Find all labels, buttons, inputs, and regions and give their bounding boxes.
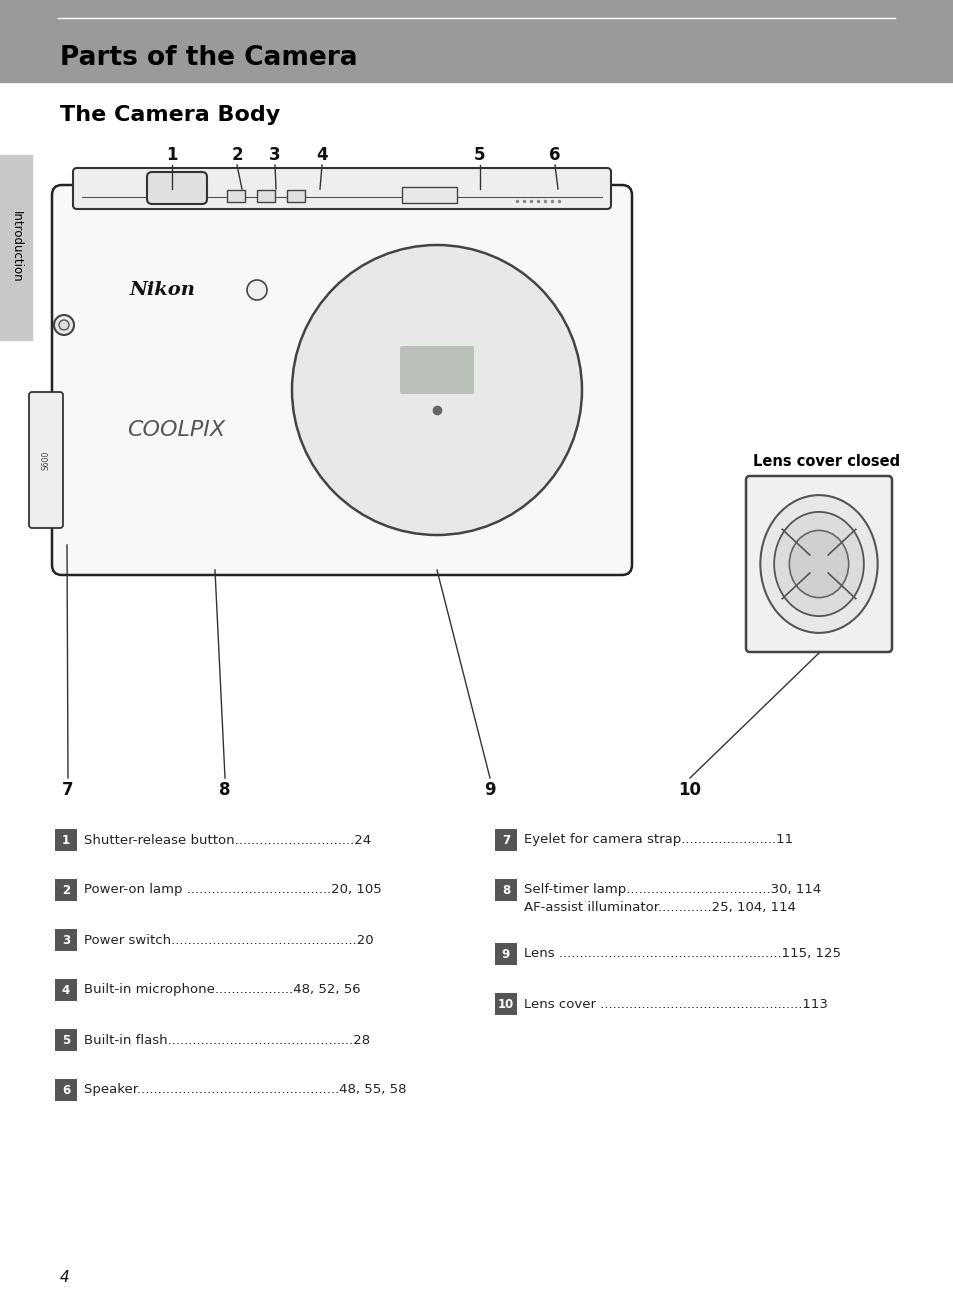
Circle shape xyxy=(292,244,581,535)
Text: Self-timer lamp...................................30, 114: Self-timer lamp.........................… xyxy=(523,883,821,896)
Text: Speaker.................................................48, 55, 58: Speaker.................................… xyxy=(84,1084,406,1096)
Bar xyxy=(55,1079,77,1101)
Bar xyxy=(227,191,245,202)
Text: 6: 6 xyxy=(549,146,560,164)
FancyBboxPatch shape xyxy=(29,392,63,528)
Text: 6: 6 xyxy=(62,1084,71,1096)
Text: 3: 3 xyxy=(269,146,280,164)
Text: 9: 9 xyxy=(501,947,510,961)
Bar xyxy=(495,829,517,851)
FancyBboxPatch shape xyxy=(391,336,482,443)
Bar xyxy=(256,191,274,202)
Circle shape xyxy=(247,280,267,300)
Text: Built-in flash.............................................28: Built-in flash..........................… xyxy=(84,1034,370,1046)
FancyBboxPatch shape xyxy=(399,346,474,394)
Bar xyxy=(55,929,77,951)
Text: 2: 2 xyxy=(62,883,70,896)
Text: Power-on lamp ...................................20, 105: Power-on lamp ..........................… xyxy=(84,883,381,896)
Text: Shutter-release button.............................24: Shutter-release button..................… xyxy=(84,833,371,846)
FancyBboxPatch shape xyxy=(73,168,610,209)
Text: Eyelet for camera strap.......................11: Eyelet for camera strap.................… xyxy=(523,833,792,846)
Circle shape xyxy=(54,315,74,335)
Bar xyxy=(55,979,77,1001)
Text: 4: 4 xyxy=(315,146,328,164)
Text: 2: 2 xyxy=(231,146,243,164)
Text: 7: 7 xyxy=(501,833,510,846)
Text: Power switch.............................................20: Power switch............................… xyxy=(84,933,374,946)
Circle shape xyxy=(369,322,504,459)
Text: 5: 5 xyxy=(474,146,485,164)
Text: 1: 1 xyxy=(62,833,70,846)
Bar xyxy=(0,0,953,81)
Text: Lens cover .................................................113: Lens cover .............................… xyxy=(523,997,827,1010)
Circle shape xyxy=(347,300,526,480)
Text: 4: 4 xyxy=(62,983,71,996)
Text: Lens ......................................................115, 125: Lens ...................................… xyxy=(523,947,841,961)
Text: 8: 8 xyxy=(501,883,510,896)
Text: 9: 9 xyxy=(484,781,496,799)
Text: 10: 10 xyxy=(678,781,700,799)
Ellipse shape xyxy=(788,531,848,598)
Circle shape xyxy=(309,261,564,518)
Text: Parts of the Camera: Parts of the Camera xyxy=(60,45,357,71)
Text: The Camera Body: The Camera Body xyxy=(60,105,280,125)
Bar xyxy=(55,829,77,851)
FancyBboxPatch shape xyxy=(745,476,891,652)
Text: Built-in microphone...................48, 52, 56: Built-in microphone...................48… xyxy=(84,983,360,996)
Text: Nikon: Nikon xyxy=(130,281,195,300)
Text: 5: 5 xyxy=(62,1034,71,1046)
Text: Introduction: Introduction xyxy=(10,212,23,283)
Bar xyxy=(55,879,77,901)
Bar xyxy=(401,187,456,202)
Text: 1: 1 xyxy=(166,146,177,164)
Text: 3: 3 xyxy=(62,933,70,946)
Circle shape xyxy=(327,280,546,501)
Bar xyxy=(495,943,517,964)
Text: 8: 8 xyxy=(219,781,231,799)
Circle shape xyxy=(59,321,69,330)
Bar xyxy=(0,155,32,340)
Text: S600: S600 xyxy=(42,451,51,469)
Ellipse shape xyxy=(773,512,863,616)
Text: 7: 7 xyxy=(62,781,73,799)
Text: AF-assist illuminator.............25, 104, 114: AF-assist illuminator.............25, 10… xyxy=(523,900,795,913)
Bar xyxy=(495,879,517,901)
Text: COOLPIX: COOLPIX xyxy=(127,420,225,440)
Text: Lens cover closed: Lens cover closed xyxy=(753,455,900,469)
Bar xyxy=(55,1029,77,1051)
Text: 10: 10 xyxy=(497,997,514,1010)
Ellipse shape xyxy=(760,495,877,633)
Text: 4: 4 xyxy=(60,1271,70,1285)
FancyBboxPatch shape xyxy=(147,172,207,204)
Bar xyxy=(495,993,517,1014)
Bar xyxy=(287,191,305,202)
FancyBboxPatch shape xyxy=(52,185,631,576)
